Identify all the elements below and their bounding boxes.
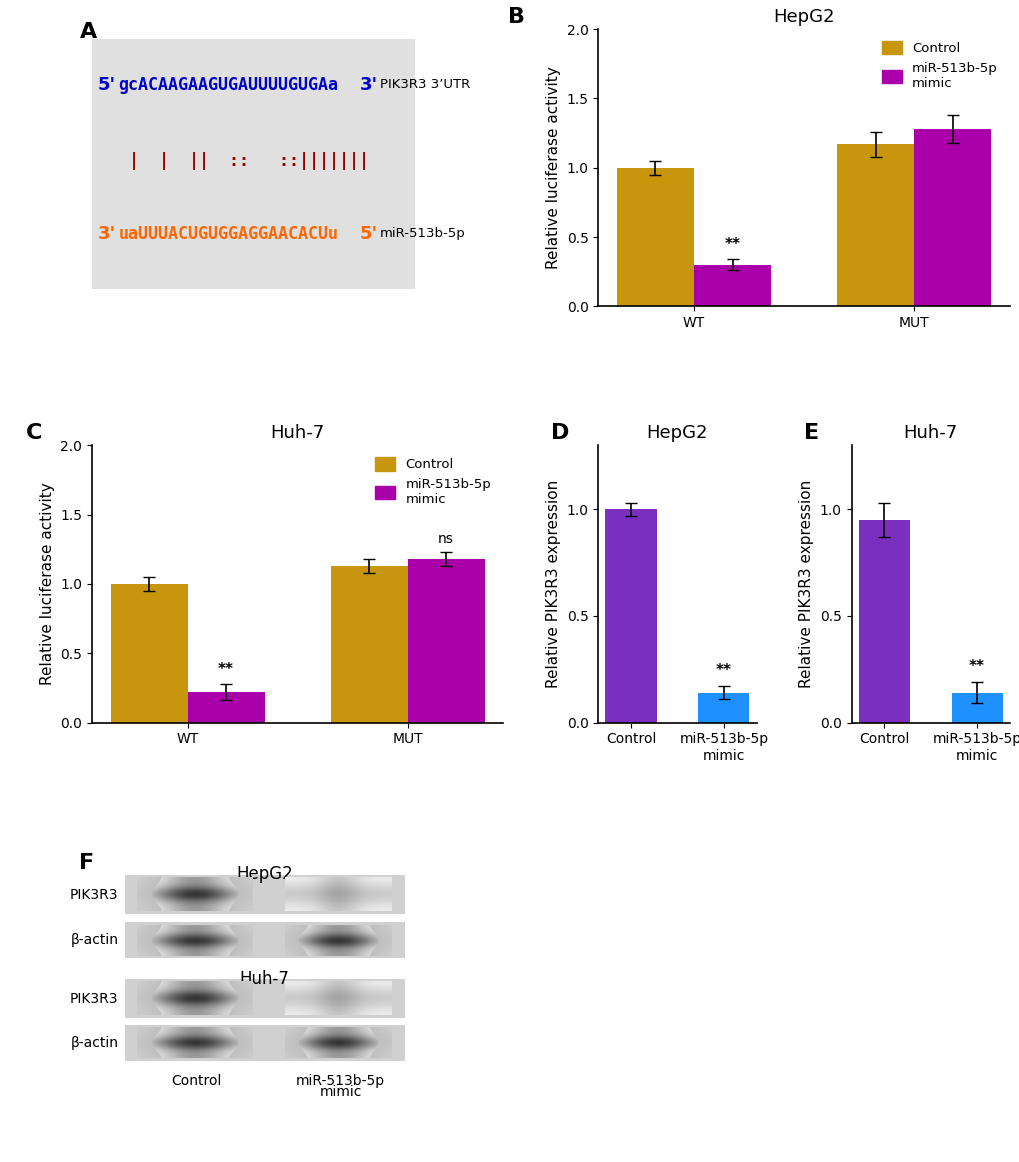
Text: PIK3R3 3’UTR: PIK3R3 3’UTR	[379, 78, 470, 91]
Bar	[124, 875, 405, 914]
Bar	[858, 519, 909, 723]
Text: D: D	[550, 423, 569, 443]
Text: **: **	[723, 237, 740, 252]
Text: mimic: mimic	[319, 1084, 362, 1098]
Title: HepG2: HepG2	[646, 424, 707, 443]
Legend: Control, miR-513b-5p
mimic: Control, miR-513b-5p mimic	[875, 36, 1003, 95]
Text: B: B	[507, 7, 524, 27]
Y-axis label: Relative PIK3R3 expression: Relative PIK3R3 expression	[799, 480, 813, 688]
Bar	[124, 980, 405, 1018]
Bar	[124, 923, 405, 959]
Y-axis label: Relative luciferase activity: Relative luciferase activity	[40, 482, 54, 686]
Title: HepG2: HepG2	[772, 8, 834, 26]
Text: uaUUUACUGUGGAGGAACACUu: uaUUUACUGUGGAGGAACACUu	[118, 224, 338, 243]
Bar	[913, 129, 990, 307]
Bar	[187, 693, 264, 723]
Bar	[408, 559, 484, 723]
Text: |  |  ||  ::   ::|||||||: | | || :: ::|||||||	[118, 152, 378, 170]
Text: PIK3R3: PIK3R3	[70, 991, 118, 1005]
Bar	[951, 693, 1002, 723]
Text: A: A	[79, 22, 97, 42]
FancyBboxPatch shape	[90, 40, 415, 289]
Text: miR-513b-5p: miR-513b-5p	[379, 227, 465, 241]
Y-axis label: Relative luciferase activity: Relative luciferase activity	[545, 66, 560, 270]
Text: **: **	[715, 662, 731, 677]
Text: E: E	[803, 423, 818, 443]
Text: β-actin: β-actin	[70, 933, 118, 947]
Text: ns: ns	[438, 532, 453, 546]
Text: 3': 3'	[98, 224, 116, 243]
Text: β-actin: β-actin	[70, 1037, 118, 1050]
Bar	[616, 167, 693, 307]
Bar	[693, 265, 770, 307]
Text: gcACAAGAAGUGAUUUUGUGAa: gcACAAGAAGUGAUUUUGUGAa	[118, 76, 338, 93]
Text: HepG2: HepG2	[236, 866, 292, 883]
Bar	[837, 144, 913, 307]
Text: miR-513b-5p: miR-513b-5p	[296, 1074, 385, 1088]
Bar	[698, 693, 749, 723]
Title: Huh-7: Huh-7	[903, 424, 957, 443]
Bar	[110, 583, 187, 723]
Text: Huh-7: Huh-7	[239, 969, 289, 988]
Bar	[330, 566, 408, 723]
Bar	[124, 1025, 405, 1061]
Text: **: **	[968, 659, 984, 674]
Text: 5': 5'	[360, 224, 378, 243]
Text: 3': 3'	[360, 76, 378, 93]
Text: **: **	[218, 662, 233, 676]
Bar	[605, 509, 656, 723]
Title: Huh-7: Huh-7	[270, 424, 324, 443]
Text: PIK3R3: PIK3R3	[70, 888, 118, 902]
Y-axis label: Relative PIK3R3 expression: Relative PIK3R3 expression	[545, 480, 560, 688]
Legend: Control, miR-513b-5p
mimic: Control, miR-513b-5p mimic	[370, 452, 496, 511]
Text: Control: Control	[171, 1074, 222, 1088]
Text: 5': 5'	[98, 76, 116, 93]
Text: F: F	[79, 853, 95, 873]
Text: C: C	[25, 423, 43, 443]
